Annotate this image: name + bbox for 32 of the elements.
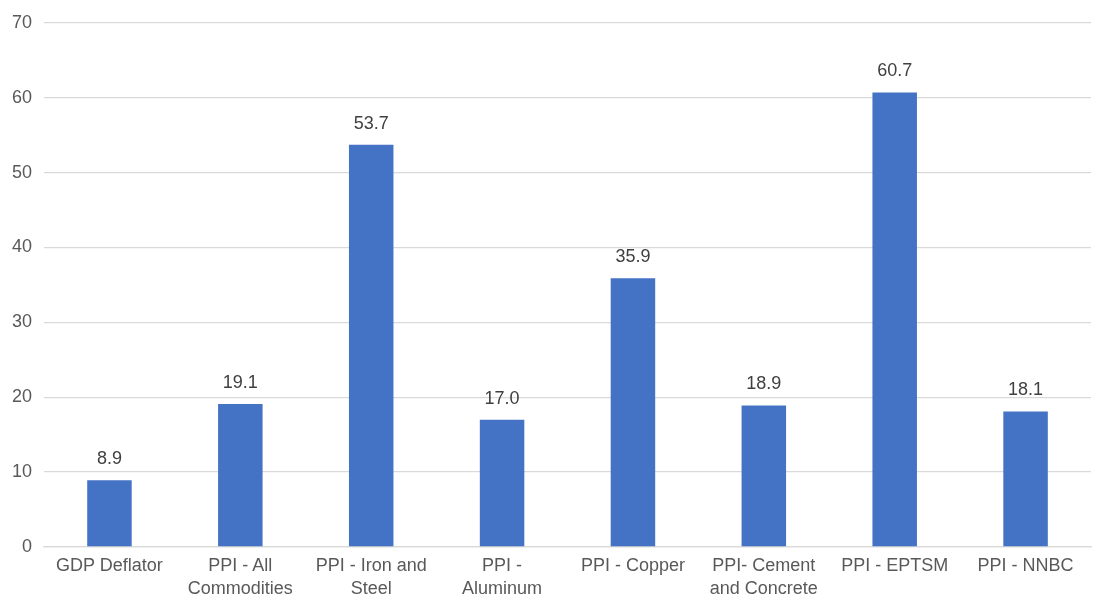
data-label: 19.1: [222, 371, 258, 392]
data-label: 60.7: [877, 60, 913, 81]
bar: [610, 278, 656, 547]
y-tick-label: 60: [11, 86, 33, 107]
x-tick-label: PPI - All Commodities: [187, 555, 293, 598]
y-tick-label: 40: [11, 236, 33, 257]
bar: [87, 480, 132, 547]
data-label: 18.9: [746, 373, 782, 394]
y-tick-label: 0: [22, 535, 33, 556]
x-tick-label: PPI - EPTSM: [841, 555, 949, 576]
y-tick-label: 50: [11, 161, 33, 182]
x-tick-label: GDP Deflator: [56, 555, 163, 576]
y-tick-label: 10: [11, 461, 33, 482]
y-tick-label: 20: [11, 386, 33, 407]
bar: [872, 92, 917, 547]
data-label: 8.9: [96, 448, 122, 469]
data-label: 35.9: [615, 246, 651, 267]
data-label: 17.0: [484, 387, 520, 408]
x-tick-label: PPI - Copper: [580, 555, 685, 576]
bar: [348, 144, 394, 547]
y-tick-label: 30: [11, 311, 33, 332]
data-label: 53.7: [353, 112, 389, 133]
x-tick-label: PPI - Iron and Steel: [315, 555, 427, 598]
bar: [1003, 411, 1048, 547]
y-tick-label: 70: [11, 11, 33, 32]
bar: [741, 405, 787, 547]
bar: [218, 403, 263, 547]
x-tick-label: PPI- Cement and Concrete: [709, 555, 818, 598]
x-tick-label: PPI - NNBC: [977, 555, 1074, 576]
bar: [479, 419, 525, 547]
data-label: 18.1: [1008, 379, 1044, 400]
x-tick-label: PPI - Aluminum: [462, 555, 543, 598]
